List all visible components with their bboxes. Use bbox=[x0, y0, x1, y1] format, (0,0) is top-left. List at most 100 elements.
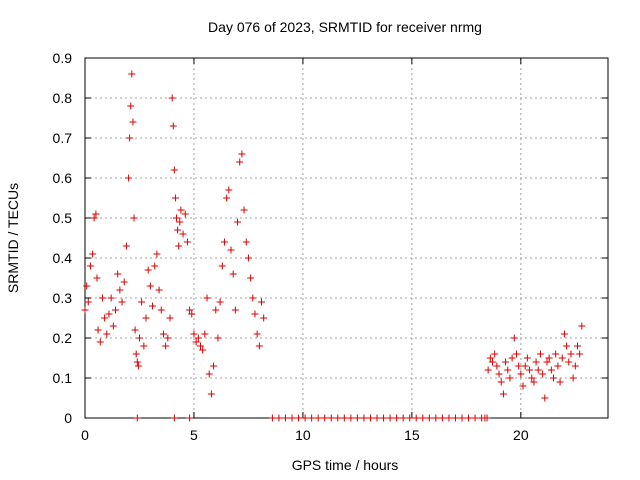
data-point bbox=[541, 394, 549, 402]
data-point bbox=[458, 414, 466, 422]
data-point bbox=[576, 350, 584, 358]
x-tick-label: 10 bbox=[295, 427, 311, 443]
data-point bbox=[173, 214, 181, 222]
data-point bbox=[565, 358, 573, 366]
data-point bbox=[135, 334, 143, 342]
data-point bbox=[563, 342, 571, 350]
data-point bbox=[251, 310, 259, 318]
axis-ticks bbox=[84, 57, 608, 419]
data-point bbox=[89, 250, 97, 258]
data-point bbox=[122, 242, 130, 250]
data-point bbox=[532, 358, 540, 366]
data-point bbox=[169, 122, 177, 130]
data-point bbox=[373, 414, 381, 422]
data-point bbox=[451, 414, 459, 422]
data-point bbox=[127, 102, 135, 110]
data-point bbox=[196, 342, 204, 350]
data-point bbox=[107, 294, 115, 302]
chart-title: Day 076 of 2023, SRMTID for receiver nrm… bbox=[208, 19, 482, 35]
data-point bbox=[536, 350, 544, 358]
data-point bbox=[120, 278, 128, 286]
data-point bbox=[130, 214, 138, 222]
data-point bbox=[118, 298, 126, 306]
data-point bbox=[445, 414, 453, 422]
data-point bbox=[181, 210, 189, 218]
data-point bbox=[179, 230, 187, 238]
data-point bbox=[327, 414, 335, 422]
data-point bbox=[240, 206, 248, 214]
data-point bbox=[203, 294, 211, 302]
data-point bbox=[210, 362, 218, 370]
data-point bbox=[129, 118, 137, 126]
x-tick-label: 15 bbox=[404, 427, 420, 443]
data-point bbox=[393, 414, 401, 422]
data-point bbox=[188, 310, 196, 318]
data-points bbox=[81, 70, 586, 422]
data-point bbox=[268, 414, 276, 422]
data-point bbox=[506, 374, 514, 382]
data-point bbox=[96, 338, 104, 346]
data-point bbox=[314, 414, 322, 422]
y-tick-label: 0.7 bbox=[53, 130, 73, 146]
y-tick-label: 0 bbox=[64, 410, 72, 426]
data-point bbox=[523, 354, 531, 362]
data-point bbox=[81, 306, 89, 314]
data-point bbox=[84, 298, 92, 306]
data-point bbox=[236, 158, 244, 166]
data-point bbox=[112, 306, 120, 314]
data-point bbox=[155, 286, 163, 294]
data-point bbox=[497, 378, 505, 386]
data-point bbox=[521, 362, 529, 370]
data-point bbox=[131, 326, 139, 334]
data-point bbox=[103, 330, 111, 338]
data-point bbox=[321, 414, 329, 422]
data-point bbox=[526, 366, 534, 374]
data-point bbox=[207, 390, 215, 398]
data-point bbox=[253, 330, 261, 338]
data-point bbox=[171, 194, 179, 202]
data-point bbox=[539, 370, 547, 378]
data-point bbox=[249, 294, 257, 302]
plot-frame bbox=[84, 57, 609, 419]
data-point bbox=[132, 350, 140, 358]
data-point bbox=[301, 414, 309, 422]
data-point bbox=[558, 354, 566, 362]
data-point bbox=[515, 362, 523, 370]
data-point bbox=[92, 210, 100, 218]
data-point bbox=[214, 334, 222, 342]
data-point bbox=[360, 414, 368, 422]
data-point bbox=[334, 414, 342, 422]
data-point bbox=[275, 414, 283, 422]
data-point bbox=[86, 262, 94, 270]
data-point bbox=[229, 270, 237, 278]
data-point bbox=[528, 374, 536, 382]
data-point bbox=[489, 358, 497, 366]
data-point bbox=[491, 350, 499, 358]
data-point bbox=[83, 282, 91, 290]
grid bbox=[85, 58, 608, 418]
data-point bbox=[308, 414, 316, 422]
data-point bbox=[353, 414, 361, 422]
data-point bbox=[105, 310, 113, 318]
data-point bbox=[93, 274, 101, 282]
data-point bbox=[504, 366, 512, 374]
data-point bbox=[406, 414, 414, 422]
data-point bbox=[186, 306, 194, 314]
data-point bbox=[560, 330, 568, 338]
data-point bbox=[486, 354, 494, 362]
data-point bbox=[260, 314, 268, 322]
data-point bbox=[199, 346, 207, 354]
data-point bbox=[255, 342, 263, 350]
data-point bbox=[471, 414, 479, 422]
y-tick-label: 0.6 bbox=[53, 170, 73, 186]
x-axis-label: GPS time / hours bbox=[292, 457, 399, 473]
data-point bbox=[519, 382, 527, 390]
data-point bbox=[144, 266, 152, 274]
data-point bbox=[244, 254, 252, 262]
data-point bbox=[578, 322, 586, 330]
data-point bbox=[151, 262, 159, 270]
data-point bbox=[366, 414, 374, 422]
data-point bbox=[386, 414, 394, 422]
data-point bbox=[183, 238, 191, 246]
